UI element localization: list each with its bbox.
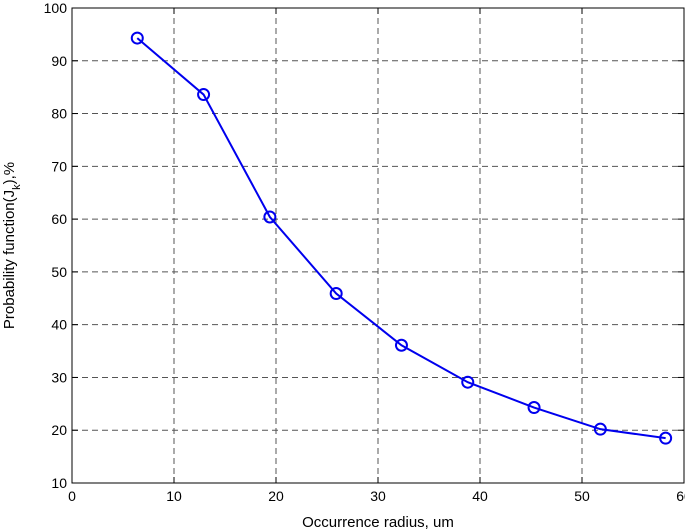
y-tick-label: 100 <box>44 0 68 16</box>
x-tick-label: 10 <box>166 488 182 504</box>
y-tick-label: 20 <box>51 422 67 438</box>
y-tick-label: 60 <box>51 211 67 227</box>
data-point-marker <box>263 210 277 224</box>
y-axis-title-subscript: k <box>11 184 23 190</box>
y-axis-title-suffix: ),% <box>1 162 18 185</box>
y-tick-label: 70 <box>51 158 67 174</box>
y-tick-label: 40 <box>51 317 67 333</box>
x-tick-label: 50 <box>574 488 590 504</box>
data-point-marker <box>394 338 408 352</box>
series-line <box>136 37 666 440</box>
data-point-marker <box>659 431 673 445</box>
x-tick-label: 20 <box>268 488 284 504</box>
x-tick-label: 60 <box>676 488 685 504</box>
data-point-marker <box>130 31 144 45</box>
data-point-marker <box>461 375 475 389</box>
y-tick-label: 30 <box>51 369 67 385</box>
y-axis-title: Probability function(Jk),% <box>1 162 23 329</box>
data-point-marker <box>527 401 541 415</box>
y-tick-label: 90 <box>51 53 67 69</box>
y-axis-title-prefix: Probability function(J <box>1 190 18 329</box>
y-tick-label: 50 <box>51 264 67 280</box>
y-tick-label: 10 <box>51 475 67 491</box>
data-point-marker <box>593 422 607 436</box>
x-tick-label: 30 <box>370 488 386 504</box>
grid-lines <box>72 8 684 483</box>
data-series <box>130 31 673 445</box>
axis-ticks <box>71 7 685 484</box>
y-tick-label: 80 <box>51 106 67 122</box>
data-point-marker <box>329 287 343 301</box>
y-axis-tick-labels: 10 20 30 40 50 60 70 80 90 100 <box>44 0 68 491</box>
x-axis-tick-labels: 0 10 20 30 40 50 60 <box>68 488 685 504</box>
x-tick-label: 40 <box>472 488 488 504</box>
data-point-marker <box>197 88 211 102</box>
x-axis-title: Occurrence radius, um <box>302 514 454 531</box>
x-tick-label: 0 <box>68 488 76 504</box>
